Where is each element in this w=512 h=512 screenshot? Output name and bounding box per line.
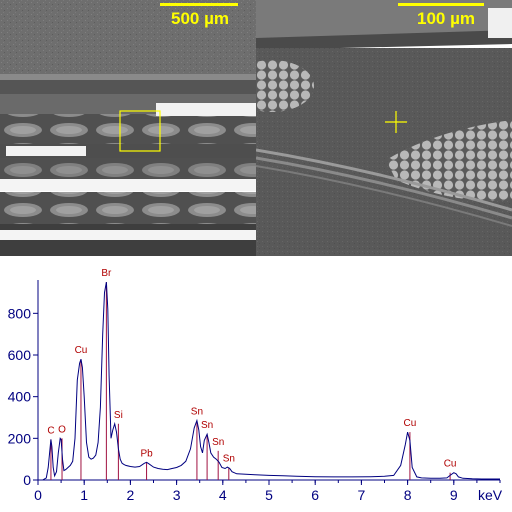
scale-bar-line (160, 3, 238, 6)
peak-label: Br (101, 268, 112, 279)
peak-label: Sn (201, 420, 213, 431)
peak-label: Sn (223, 454, 235, 465)
spectrum-line (42, 282, 500, 481)
scale-bar-label: 100 µm (417, 9, 475, 28)
peak-label: O (58, 424, 66, 435)
x-tick-label: 2 (127, 487, 135, 503)
peak-label: C (47, 425, 54, 436)
y-tick-label: 600 (8, 347, 32, 363)
x-axis-label: keV (478, 487, 503, 503)
x-tick-label: 0 (34, 487, 42, 503)
sem-image-left: 500 µm (0, 0, 256, 256)
peak-label: Cu (75, 345, 88, 356)
chart-axes: 0 1 2 3 4 5 6 7 8 9 0 200 400 600 800 (8, 280, 501, 503)
x-tick-label: 6 (311, 487, 319, 503)
peak-label: Cu (404, 418, 417, 429)
zoom-region-box (119, 110, 161, 152)
peak-label: Pb (140, 448, 153, 459)
x-tick-label: 5 (265, 487, 273, 503)
x-tick-label: 9 (450, 487, 458, 503)
scale-bar-line (398, 3, 484, 6)
copper-layer (0, 179, 256, 191)
peak-markers (50, 282, 451, 480)
y-tick-label: 800 (8, 305, 32, 321)
y-tick-label: 200 (8, 430, 32, 446)
y-tick-label: 400 (8, 389, 32, 405)
x-tick-label: 7 (358, 487, 366, 503)
peak-label: Si (114, 410, 123, 421)
peak-label: Sn (191, 407, 203, 418)
x-tick-label: 8 (404, 487, 412, 503)
scale-bar-label: 500 µm (171, 9, 229, 28)
peak-labels: C O Cu Br Si Pb Sn Sn Sn Sn Cu Cu (47, 268, 456, 470)
x-tick-label: 1 (80, 487, 88, 503)
sem-micrograph-right: 100 µm (256, 0, 512, 256)
x-tick-label: 4 (219, 487, 227, 503)
sem-image-right: 100 µm (256, 0, 512, 256)
edx-spectrum-chart: 0 1 2 3 4 5 6 7 8 9 0 200 400 600 800 C O Cu Br Si Pb Sn Sn Sn… (8, 268, 503, 503)
peak-label: Sn (212, 437, 224, 448)
peak-label: Cu (444, 459, 457, 470)
y-tick-label: 0 (23, 472, 31, 488)
x-tick-label: 3 (173, 487, 181, 503)
sem-micrograph-left: 500 µm (0, 0, 256, 256)
copper-layer (156, 103, 256, 116)
copper-layer (0, 230, 256, 240)
copper-layer (6, 146, 86, 156)
